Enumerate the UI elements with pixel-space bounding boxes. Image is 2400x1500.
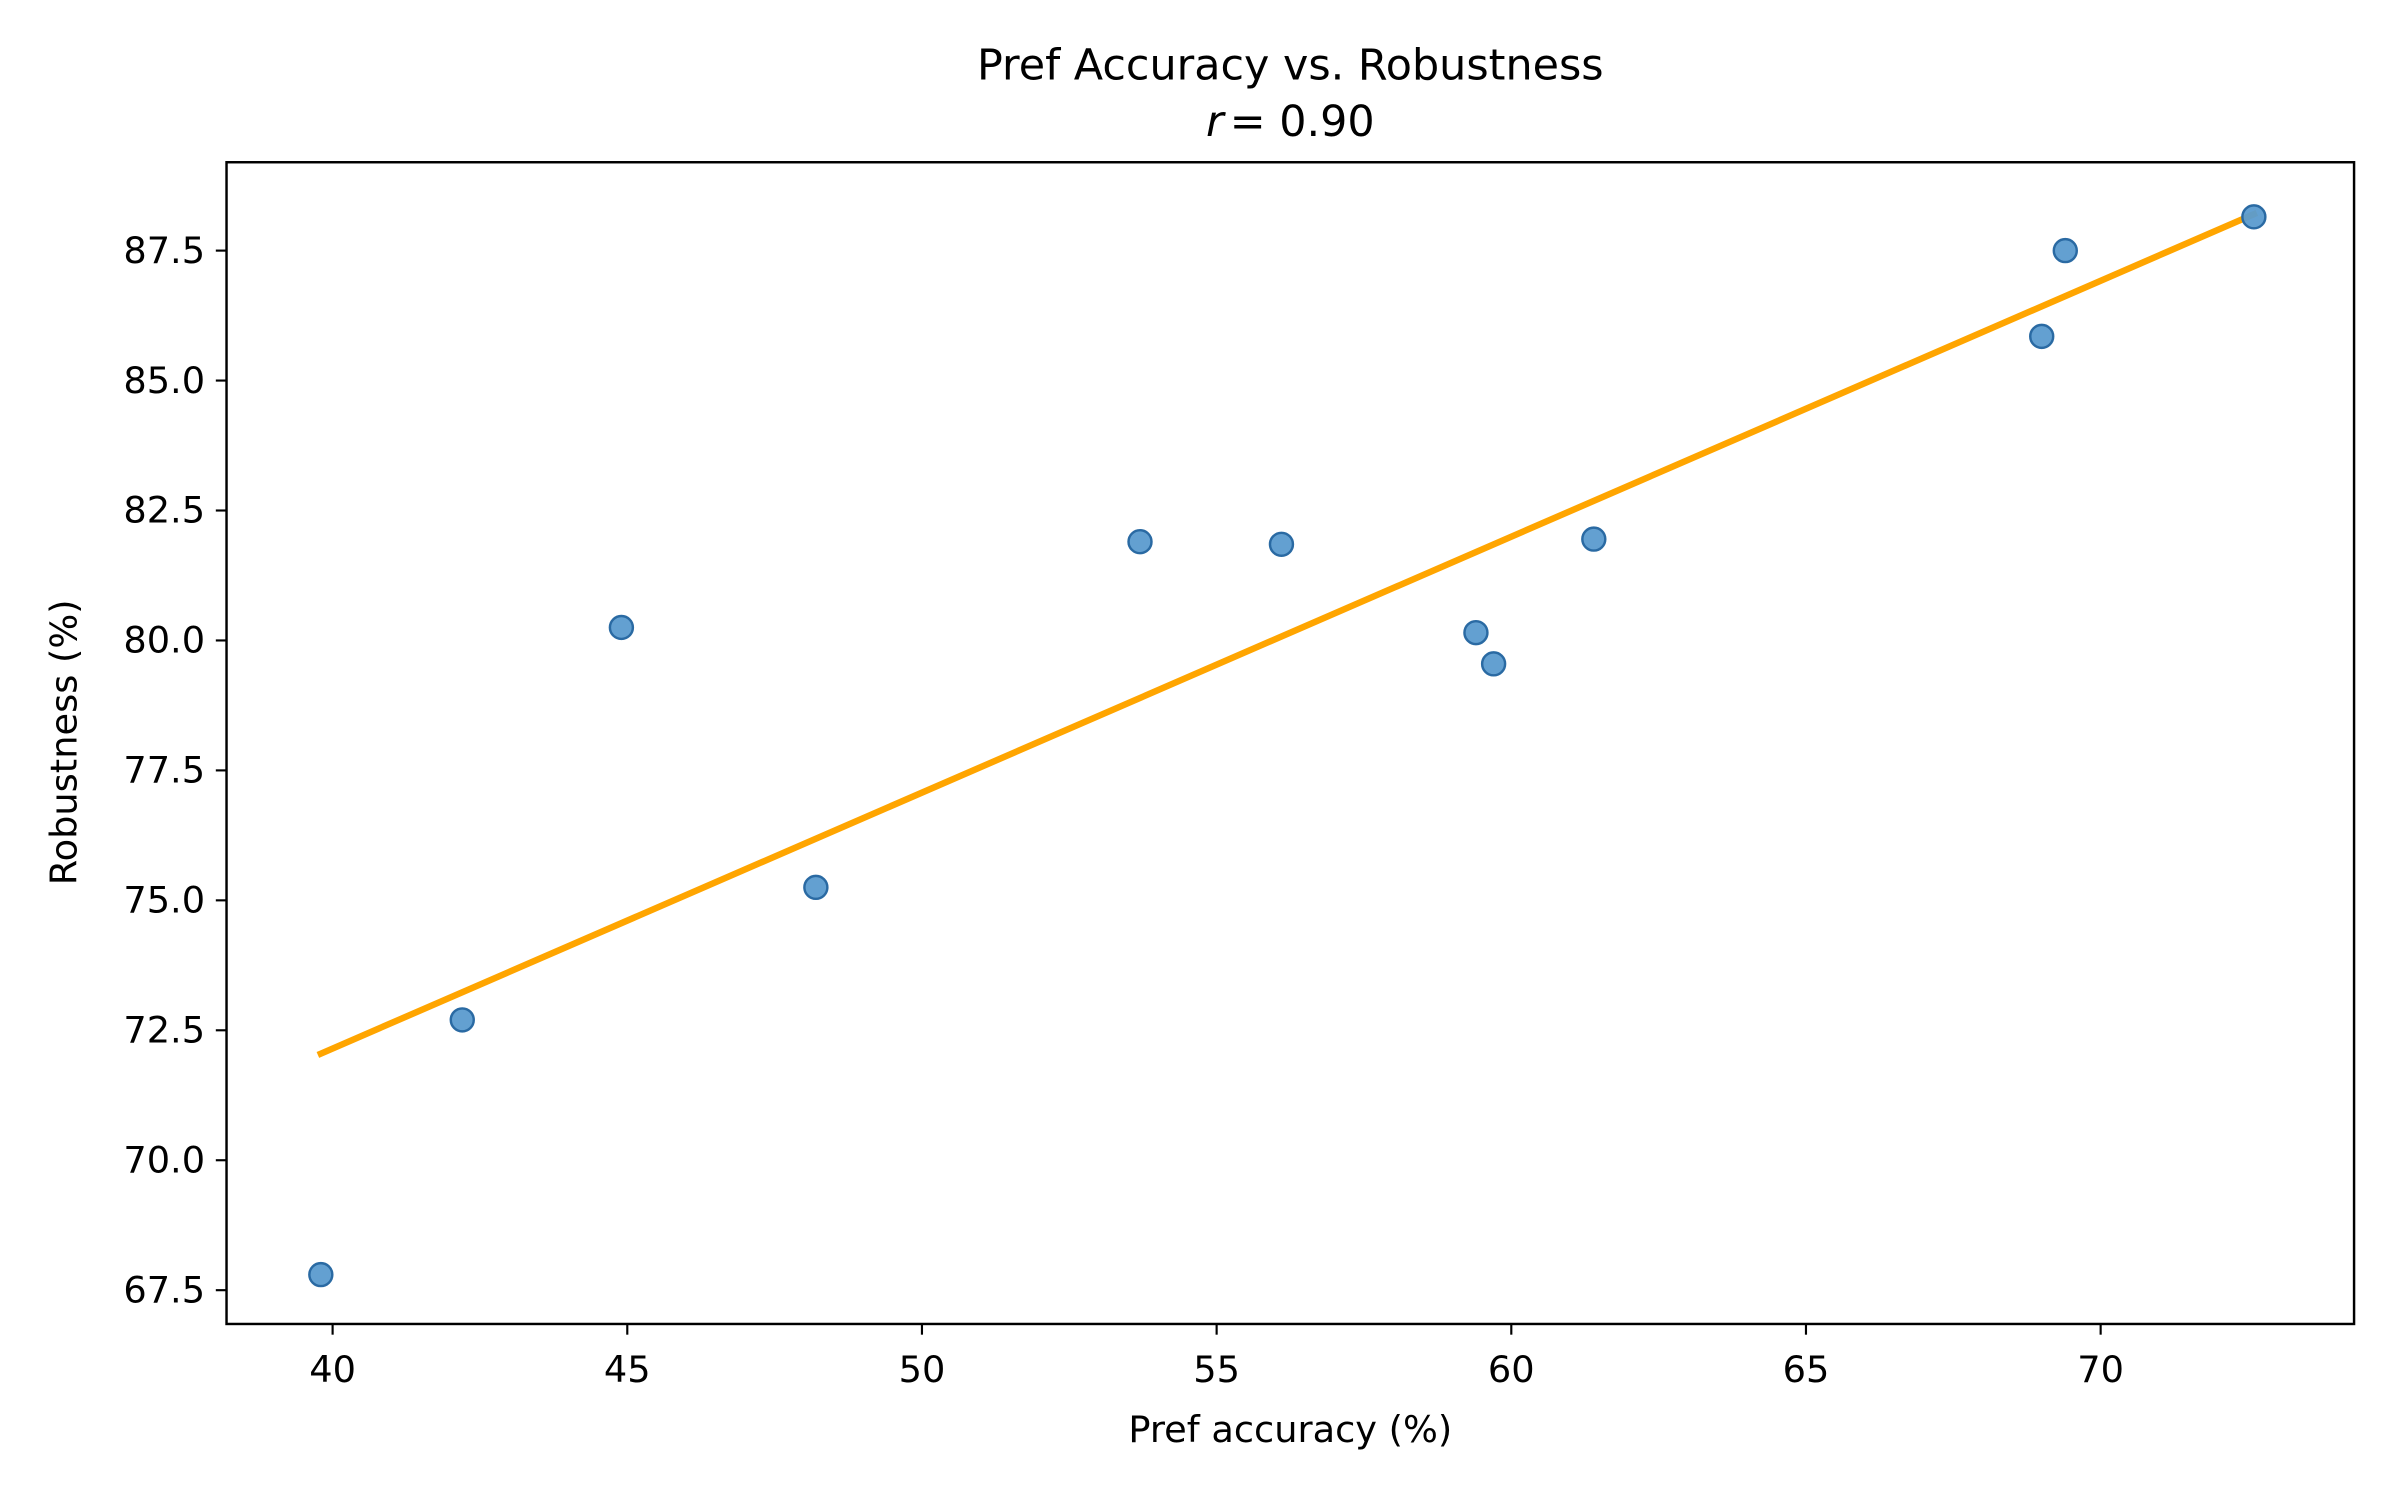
y-tick-label: 80.0 [123,619,205,662]
y-tick-label: 85.0 [123,359,205,402]
chart-subtitle: r = 0.90 [1206,97,1375,147]
subtitle-value: = 0.90 [1230,97,1375,147]
data-point [1463,619,1489,646]
chart-title: Pref Accuracy vs. Robustness [977,41,1604,91]
x-tick-label: 60 [1488,1348,1535,1391]
data-point [2029,323,2055,350]
x-tick-label: 50 [899,1348,946,1391]
data-point [1268,531,1295,557]
y-tick-label: 75.0 [123,879,205,922]
data-point [2052,237,2078,264]
plot-frame [225,161,2356,1326]
fit-line [316,209,2259,1058]
x-tick-label: 70 [2077,1348,2124,1391]
x-axis-ticks: 40 45 50 55 60 65 70 [309,1323,2124,1391]
x-tick-label: 40 [309,1348,356,1391]
x-tick-label: 65 [1783,1348,1830,1391]
y-tick-label: 77.5 [123,749,205,792]
data-point [449,1007,475,1033]
data-point [608,614,635,641]
data-point [1480,651,1507,677]
x-tick-label: 45 [604,1348,651,1391]
y-axis-ticks: 67.5 70.0 72.5 75.0 77.5 80.0 82.5 85.0 87.5 [123,229,227,1311]
x-tick-label: 55 [1193,1348,1240,1391]
data-point [308,1261,334,1288]
y-tick-label: 67.5 [123,1268,205,1311]
y-tick-label: 70.0 [123,1138,205,1181]
y-tick-label: 82.5 [123,489,205,532]
subtitle-variable: r [1206,97,1226,147]
data-point [1127,528,1153,555]
fit-line-layer [316,209,2259,1058]
data-point [2241,204,2267,230]
y-tick-label: 72.5 [123,1009,205,1052]
x-axis-label: Pref accuracy (%) [1128,1408,1452,1451]
points-layer [308,204,2267,1288]
y-axis-label: Robustness (%) [43,599,86,885]
y-tick-label: 87.5 [123,229,205,272]
data-point [1581,526,1607,552]
data-point [803,874,829,901]
